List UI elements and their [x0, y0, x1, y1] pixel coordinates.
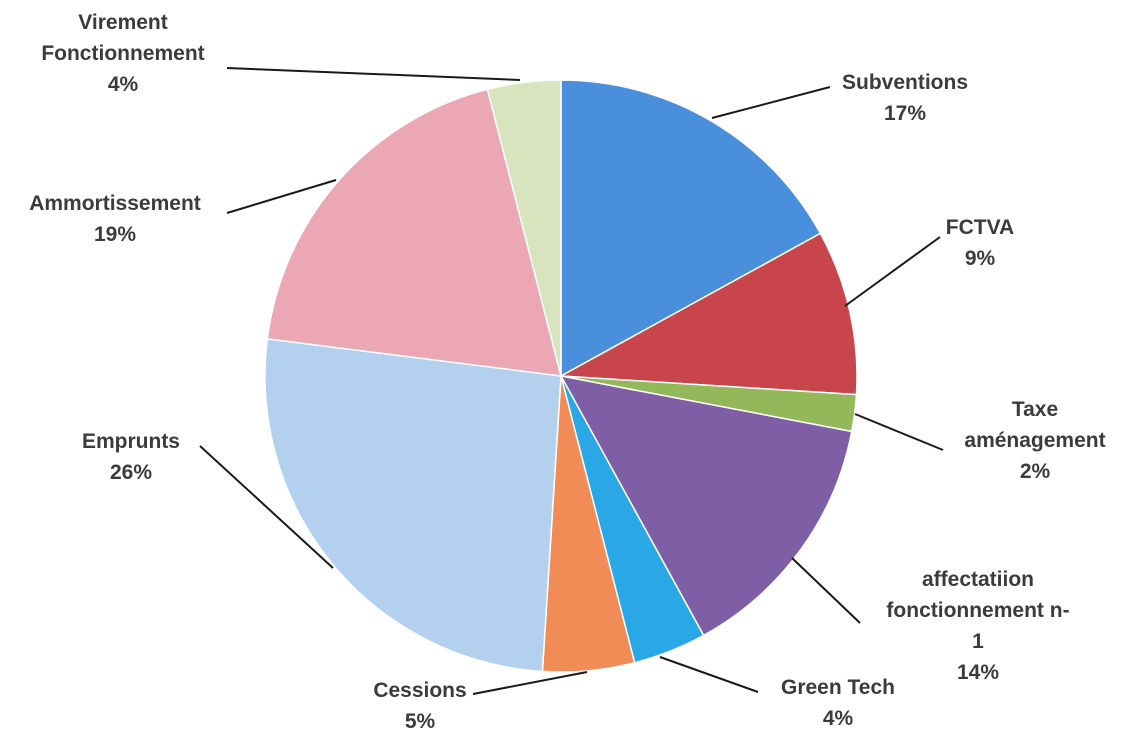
- pie-slice-7: [266, 88, 563, 377]
- slice-name-line-3-1: fonctionnement n-: [886, 599, 1069, 622]
- slice-percent-6: 26%: [110, 461, 152, 484]
- leader-line-2: [854, 413, 944, 451]
- slice-label-7: Ammortissement 19%: [29, 192, 201, 246]
- slice-name-line-3-0: affectatiion: [922, 568, 1034, 591]
- slice-name-line-2-0: Taxe: [1012, 398, 1058, 421]
- leader-line-3: [791, 557, 861, 624]
- slice-name-line-6-0: Emprunts: [82, 430, 180, 453]
- slice-name-line-3-2: 1: [972, 630, 984, 653]
- pie-slice-6: [264, 338, 562, 673]
- leader-line-8: [226, 67, 521, 81]
- slice-label-0: Subventions 17%: [842, 71, 968, 125]
- pie-slice-1: [558, 232, 858, 396]
- pie-slices: [264, 79, 858, 673]
- slice-name-line-8-1: Fonctionnement: [41, 42, 204, 65]
- slice-name-line-7-0: Ammortissement: [29, 192, 201, 215]
- slice-percent-4: 4%: [823, 707, 854, 730]
- slice-name-line-2-1: aménagement: [964, 429, 1105, 452]
- leader-line-0: [711, 86, 831, 119]
- slice-name-line-8-0: Virement: [78, 11, 168, 34]
- pie-slice-8: [486, 79, 562, 377]
- slice-name-line-1-0: FCTVA: [946, 216, 1014, 239]
- leader-line-7: [226, 179, 337, 214]
- leader-line-5: [472, 671, 588, 695]
- slice-percent-2: 2%: [1020, 460, 1051, 483]
- leader-line-6: [199, 445, 334, 569]
- leader-line-1: [844, 236, 941, 307]
- slice-percent-8: 4%: [108, 73, 139, 96]
- slice-percent-1: 9%: [965, 247, 996, 270]
- slice-label-6: Emprunts 26%: [82, 430, 180, 484]
- slice-percent-3: 14%: [957, 661, 999, 684]
- slice-labels: Subventions 17% FCTVA 9% Taxe aménagement 2% af…: [29, 11, 1105, 733]
- leader-line-4: [659, 656, 759, 693]
- slice-label-3: affectatiion fonctionnement n- 1 14%: [886, 568, 1069, 684]
- slice-label-8: Virement Fonctionnement 4%: [41, 11, 204, 96]
- slice-label-2: Taxe aménagement 2%: [964, 398, 1105, 483]
- leader-lines: [199, 67, 944, 695]
- slice-percent-5: 5%: [405, 710, 436, 733]
- pie-slice-0: [560, 79, 822, 378]
- slice-label-4: Green Tech 4%: [781, 676, 895, 730]
- slice-label-5: Cessions 5%: [373, 679, 466, 733]
- slice-label-1: FCTVA 9%: [946, 216, 1014, 270]
- slice-percent-0: 17%: [884, 102, 926, 125]
- slice-percent-7: 19%: [94, 223, 136, 246]
- slice-name-line-4-0: Green Tech: [781, 676, 895, 699]
- slice-name-line-5-0: Cessions: [373, 679, 466, 702]
- pie-slice-3: [559, 374, 853, 637]
- slice-name-line-0-0: Subventions: [842, 71, 968, 94]
